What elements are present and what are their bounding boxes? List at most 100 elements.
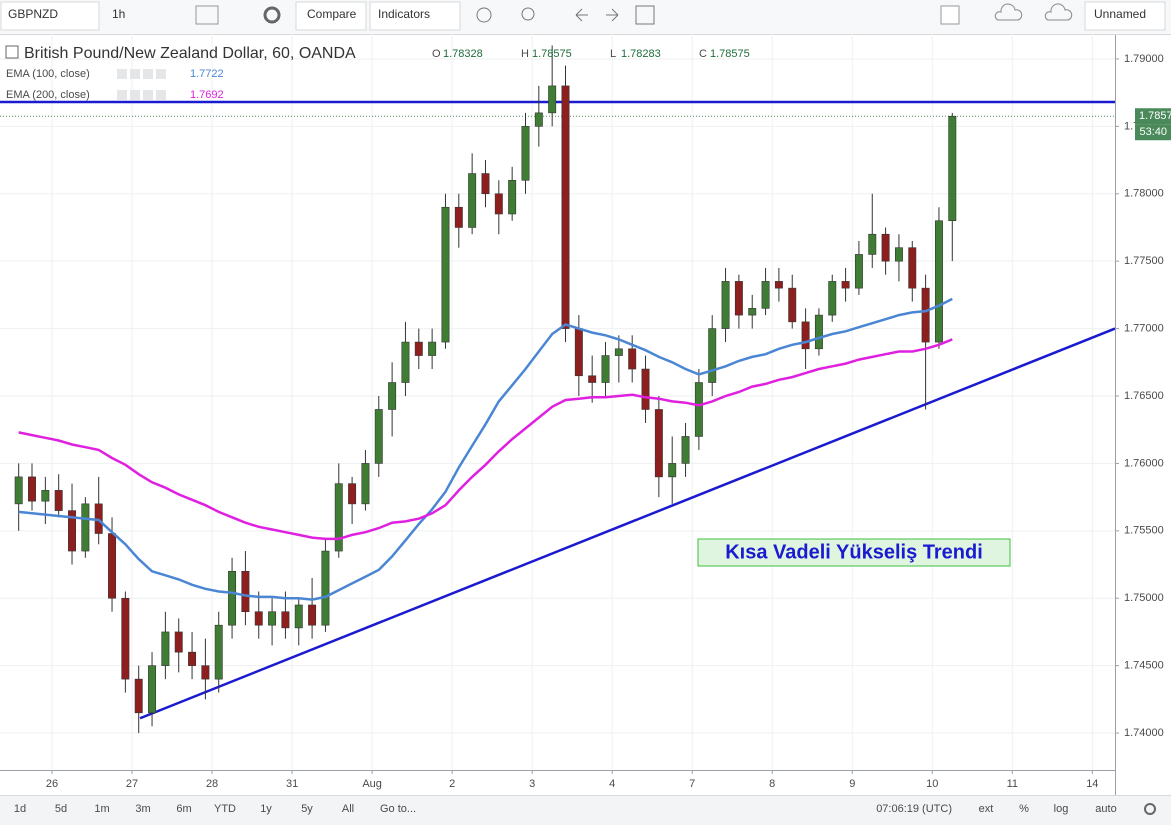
range-button[interactable]: 1y [260,803,272,815]
y-tick-label: 1.79000 [1124,53,1164,65]
countdown-box [1135,124,1171,141]
candle-body [681,436,690,464]
load-icon[interactable] [994,3,1023,21]
y-tick-label: 1.75000 [1124,592,1164,604]
symbol-box[interactable] [0,1,100,31]
axis-option[interactable]: % [1019,803,1029,815]
candle-body [321,550,330,626]
candle-body [548,85,557,114]
candle-body [814,314,823,350]
bulb-icon[interactable] [521,7,535,21]
range-button[interactable]: 5d [55,803,67,815]
candle-body [68,510,76,552]
last-price-box [1135,108,1171,125]
range-button[interactable]: 1m [94,803,109,815]
layout-icon[interactable] [940,5,960,25]
candle-body [28,476,36,502]
ohlc-value: 1.78575 [710,48,750,60]
indicators-button[interactable] [369,1,461,31]
candle-body [601,355,610,383]
candle-body [801,321,810,350]
candle-body [694,382,703,437]
candle-body [108,533,117,599]
candle-body [334,483,343,552]
save-icon[interactable] [1044,3,1073,21]
compare-button[interactable] [295,1,367,31]
axis-option[interactable]: log [1054,803,1069,815]
layout-button[interactable] [1084,1,1166,31]
legend-name: EMA (200, close) [6,89,90,101]
legend-icon [130,69,140,79]
chart-style-icon[interactable] [195,5,219,25]
candle-body [134,678,143,714]
axis-option[interactable]: ext [979,803,994,815]
candle-body [841,281,850,289]
candle-body [54,490,63,511]
candle-body [654,409,663,478]
candle-body [574,328,583,377]
y-tick-label: 1.78000 [1124,188,1164,200]
range-button[interactable]: 5y [301,803,313,815]
candle-body [668,463,677,478]
clock: 07:06:19 (UTC) [876,803,952,815]
alert-icon[interactable] [476,7,492,23]
undo-icon[interactable] [575,8,588,22]
candle-body [228,570,237,626]
y-tick-label: 1.76000 [1124,457,1164,469]
candle-body [41,490,50,502]
ohlc-label: O [432,48,441,60]
candle-body [894,247,903,262]
candle-body [414,341,423,356]
legend-value: 1.7722 [190,68,224,80]
x-tick-label: 26 [46,778,58,790]
ohlc-value: 1.78283 [621,48,661,60]
candle-body [294,604,303,629]
candle-body [828,281,837,316]
candle-body [81,503,90,552]
range-button[interactable]: 1d [14,803,26,815]
y-tick-label: 1.76500 [1124,390,1164,402]
toolbar [0,0,1171,34]
layout-name: Unnamed [1094,7,1146,21]
candle-body [201,665,210,680]
candle-body [161,631,170,666]
candle-body [641,368,650,410]
x-tick-label: Aug [362,778,382,790]
candle-body [708,328,717,383]
fullscreen-icon[interactable] [635,5,655,25]
symbol: GBPNZD [8,7,58,21]
candle-body [921,287,930,343]
candle-body [281,611,290,629]
x-tick-label: 4 [609,778,615,790]
range-button[interactable]: YTD [214,803,236,815]
redo-icon[interactable] [606,8,619,22]
y-tick-label: 1.74500 [1124,660,1164,672]
candle-body [761,281,770,309]
settings-icon[interactable] [263,6,281,24]
y-tick-label: 1.75500 [1124,525,1164,537]
interval[interactable]: 1h [112,7,125,21]
goto-button[interactable]: Go to... [380,803,416,815]
collapse-icon[interactable] [5,45,19,59]
candle-body [628,348,637,370]
candle-body [521,126,530,181]
candle-body [881,233,890,262]
legend-value: 1.7692 [190,89,224,101]
settings-icon[interactable] [1144,803,1156,815]
candle-body [348,483,357,505]
y-tick-label: 1.77000 [1124,322,1164,334]
legend-icon [143,90,153,100]
candle-body [148,665,157,714]
candle-body [241,570,250,613]
last-price-label: 1.78575 [1139,110,1171,122]
candle-body [854,254,863,289]
range-button[interactable]: All [342,803,354,815]
range-button[interactable]: 6m [176,803,191,815]
x-tick-label: 10 [926,778,938,790]
axis-option[interactable]: auto [1095,803,1116,815]
x-tick-label: 28 [206,778,218,790]
candle-body [588,375,597,383]
range-button[interactable]: 3m [135,803,150,815]
countdown: 53:40 [1139,126,1167,138]
x-tick-label: 3 [529,778,535,790]
